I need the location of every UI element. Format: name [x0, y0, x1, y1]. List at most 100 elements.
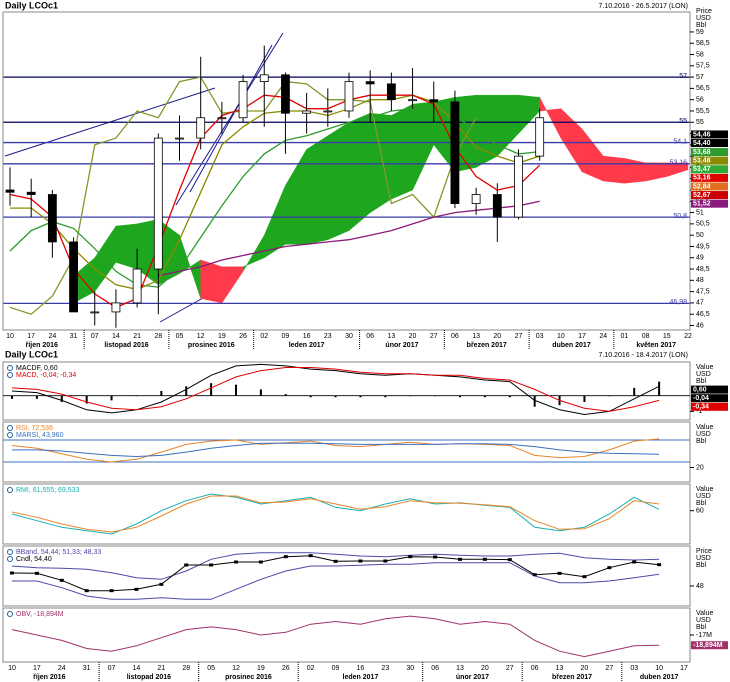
- value-box-label: 52,84: [693, 183, 711, 190]
- x-tick-label: 16: [303, 333, 311, 340]
- y-tick-label: 55: [696, 119, 704, 126]
- candle-body: [69, 241, 78, 313]
- series-line: [11, 367, 660, 412]
- x-tick-label: 20: [409, 333, 417, 340]
- x-tick-label: 23: [381, 665, 389, 672]
- axis-label: USD: [696, 15, 711, 22]
- series-line: [11, 495, 660, 533]
- candle-body: [259, 74, 269, 83]
- y-tick-label: 58,5: [696, 40, 710, 47]
- chart-title: Daily LCOc1: [5, 0, 58, 10]
- x-tick-label: 10: [6, 333, 14, 340]
- value-box: [691, 394, 728, 403]
- plot-frame: [2, 361, 691, 421]
- x-tick-label: 22: [684, 333, 692, 340]
- x-tick-label: 31: [83, 665, 91, 672]
- value-box-label: 53,68: [693, 149, 711, 156]
- legend-icon: [7, 611, 13, 617]
- legend-label: MACDF, 0,60: [16, 365, 58, 372]
- marker: [507, 558, 512, 562]
- y-tick-label: 49,5: [696, 243, 710, 250]
- cloud-segment: [603, 155, 625, 184]
- marker: [383, 559, 388, 563]
- histogram-bar: [608, 395, 611, 397]
- y-tick-label: 56,5: [696, 85, 710, 92]
- x-tick-label: 06: [451, 333, 459, 340]
- month-label: duben 2017: [640, 674, 679, 681]
- x-tick-label: 06: [366, 333, 374, 340]
- x-tick-label: 31: [70, 333, 78, 340]
- histogram-bar: [409, 395, 412, 397]
- x-tick-label: 06: [531, 665, 539, 672]
- axis-label: Value: [696, 364, 713, 371]
- legend-label: RMI, 61,555; 69,533: [16, 487, 80, 494]
- cloud-segment: [115, 223, 138, 270]
- candle-body: [217, 117, 227, 120]
- y-tick-label: 58: [696, 51, 704, 58]
- marker: [34, 571, 39, 575]
- axis-label: Price: [696, 548, 712, 555]
- candle-body: [450, 101, 460, 204]
- cloud-segment: [624, 158, 646, 184]
- axis-label: USD: [696, 493, 711, 500]
- x-tick-label: 27: [506, 665, 514, 672]
- axis-label: Bbl: [696, 22, 707, 29]
- y-tick-label: 49: [696, 255, 704, 262]
- y-tick-label: 57: [696, 74, 704, 81]
- y-tick-label: 47,5: [696, 288, 710, 295]
- legend-label: MARSI, 43,960: [16, 432, 64, 439]
- chart-subtitle: 7.10.2016 - 18.4.2017 (LON): [598, 352, 688, 359]
- value-box-label: 54,46: [693, 131, 711, 138]
- x-tick-label: 27: [605, 665, 613, 672]
- histogram-bar: [658, 381, 661, 396]
- x-tick-label: 15: [663, 333, 671, 340]
- candle-body: [492, 194, 502, 218]
- value-box: [691, 173, 728, 182]
- marker: [308, 554, 313, 558]
- month-label: listopad 2016: [104, 342, 148, 349]
- series-line: [12, 442, 660, 458]
- axis-label: Bbl: [696, 500, 707, 507]
- y-tick-label: 51: [696, 209, 704, 216]
- y-tick-label: 48: [696, 277, 704, 284]
- cloud-segment: [306, 135, 329, 245]
- x-tick-label: 26: [282, 665, 290, 672]
- marker: [258, 560, 263, 564]
- y-tick-label: 50: [696, 232, 704, 239]
- x-tick-label: 28: [154, 333, 162, 340]
- candle-body: [429, 99, 439, 103]
- cloud-segment: [369, 112, 392, 214]
- y-tick-label: 47: [696, 300, 704, 307]
- month-label: únor 2017: [456, 674, 489, 681]
- x-tick-label: 13: [387, 333, 395, 340]
- value-box-label: 53,48: [693, 158, 711, 165]
- marker: [632, 560, 637, 564]
- legend-icon: [7, 425, 13, 431]
- y-tick-label: 56: [696, 97, 704, 104]
- histogram-bar: [459, 395, 461, 398]
- marker: [184, 563, 189, 567]
- month-label: prosinec 2016: [225, 674, 272, 681]
- y-tick-label: -17M: [696, 632, 712, 639]
- histogram-bar: [384, 395, 387, 398]
- x-tick-label: 23: [324, 333, 332, 340]
- y-tick-label: 46: [696, 322, 704, 329]
- month-label: leden 2017: [289, 342, 325, 349]
- value-box-label: 0,60: [693, 386, 707, 393]
- value-box: [691, 148, 728, 157]
- histogram-bar: [434, 395, 437, 397]
- axis-label: USD: [696, 371, 711, 378]
- x-tick-label: 30: [345, 333, 353, 340]
- value-box: [691, 402, 728, 411]
- x-tick-label: 17: [680, 665, 688, 672]
- month-label: říjen 2016: [33, 674, 65, 681]
- month-label: leden 2017: [343, 674, 379, 681]
- y-tick-label: 50,5: [696, 221, 710, 228]
- value-box: [691, 191, 728, 200]
- marker: [482, 557, 487, 561]
- cloud-segment: [348, 112, 371, 232]
- marker: [557, 571, 562, 575]
- marker: [458, 557, 462, 561]
- axis-label: Bbl: [696, 562, 707, 569]
